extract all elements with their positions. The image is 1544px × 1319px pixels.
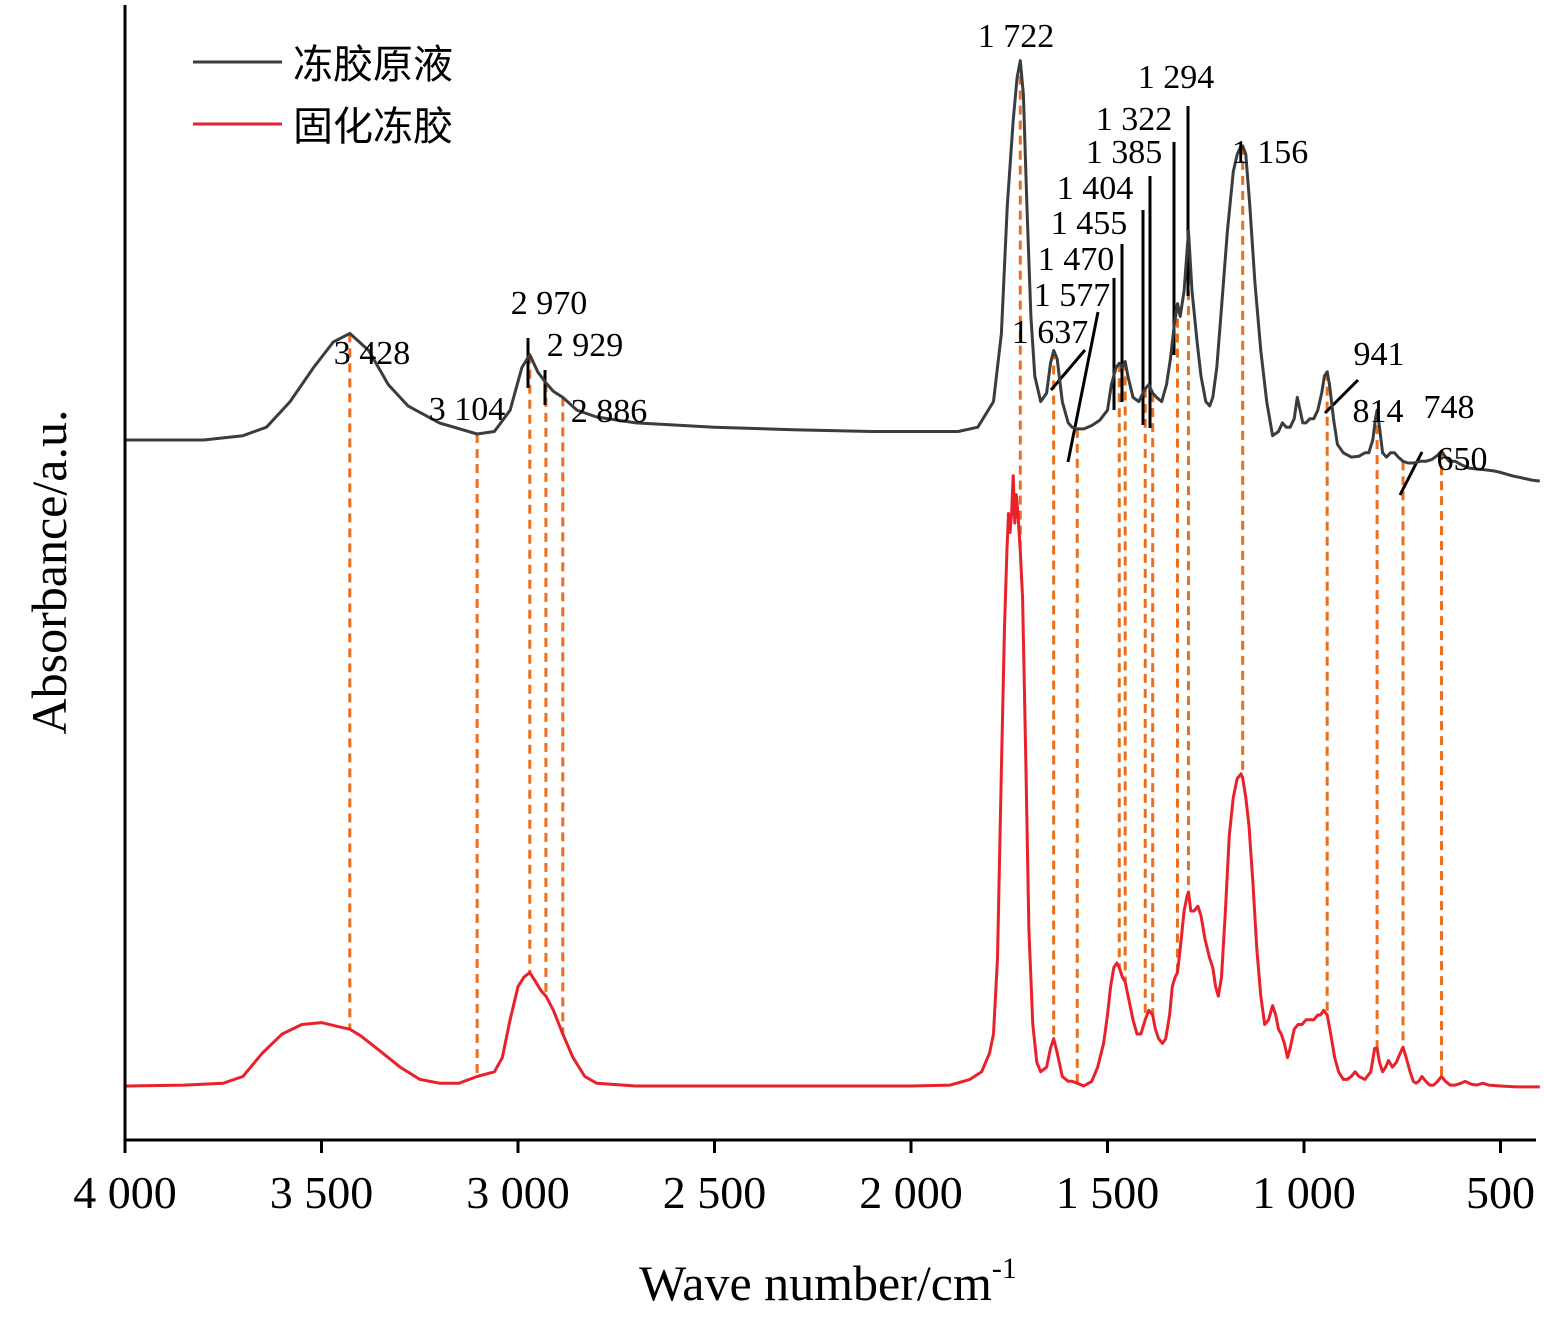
peak-label: 1 577 [1034, 277, 1111, 314]
x-tick-label: 1 500 [1056, 1167, 1160, 1218]
leader-line [1323, 378, 1360, 415]
peak-label: 3 428 [334, 335, 411, 372]
series-line-1 [124, 474, 1540, 1089]
y-axis-title: Absorbance/a.u. [21, 410, 77, 735]
peak-label: 1 722 [978, 18, 1055, 55]
peak-label: 1 637 [1012, 314, 1089, 351]
peak-label: 814 [1353, 393, 1404, 430]
series-lines [124, 59, 1540, 1089]
peak-label: 1 156 [1232, 134, 1309, 171]
series-line-0 [125, 59, 1540, 483]
legend: 冻胶原液 固化冻胶 [193, 42, 453, 150]
x-axis-title-text: Wave number/cm [639, 1255, 992, 1311]
peak-label: 2 970 [511, 285, 588, 322]
x-tick-label: 4 000 [73, 1167, 177, 1218]
x-tick-label: 3 500 [270, 1167, 374, 1218]
leader-line [1049, 349, 1087, 391]
x-tick-label: 500 [1466, 1167, 1535, 1218]
leader-line [1398, 451, 1424, 496]
peak-label: 2 886 [571, 393, 648, 430]
peak-label: 2 929 [547, 327, 624, 364]
x-tick-label: 1 000 [1252, 1167, 1356, 1218]
peak-label: 1 470 [1038, 241, 1115, 278]
peak-label: 3 104 [429, 391, 506, 428]
legend-label-0: 冻胶原液 [293, 42, 453, 88]
peak-label: 1 294 [1138, 59, 1215, 96]
x-axis-title-superscript: -1 [992, 1252, 1017, 1285]
peak-label: 941 [1354, 336, 1405, 373]
peak-label: 1 385 [1086, 134, 1163, 171]
leader-line [1066, 311, 1100, 463]
peak-label: 650 [1437, 441, 1488, 478]
peak-label: 1 322 [1096, 101, 1173, 138]
x-tick-label: 2 000 [859, 1167, 963, 1218]
x-ticks: 4 000 3 500 3 000 2 500 2 000 1 500 1 000 500 [73, 1140, 1535, 1218]
legend-label-1: 固化冻胶 [293, 104, 453, 150]
reference-lines [348, 60, 1444, 1084]
leader-lines [526, 106, 1424, 496]
peak-label: 748 [1424, 389, 1475, 426]
x-tick-label: 3 000 [466, 1167, 570, 1218]
peak-label: 1 455 [1051, 205, 1128, 242]
x-axis-title: Wave number/cm-1 [639, 1252, 1017, 1311]
x-tick-label: 2 500 [663, 1167, 767, 1218]
peak-label: 1 404 [1057, 170, 1134, 207]
axes: 4 000 3 500 3 000 2 500 2 000 1 500 1 000 500 [73, 5, 1536, 1218]
